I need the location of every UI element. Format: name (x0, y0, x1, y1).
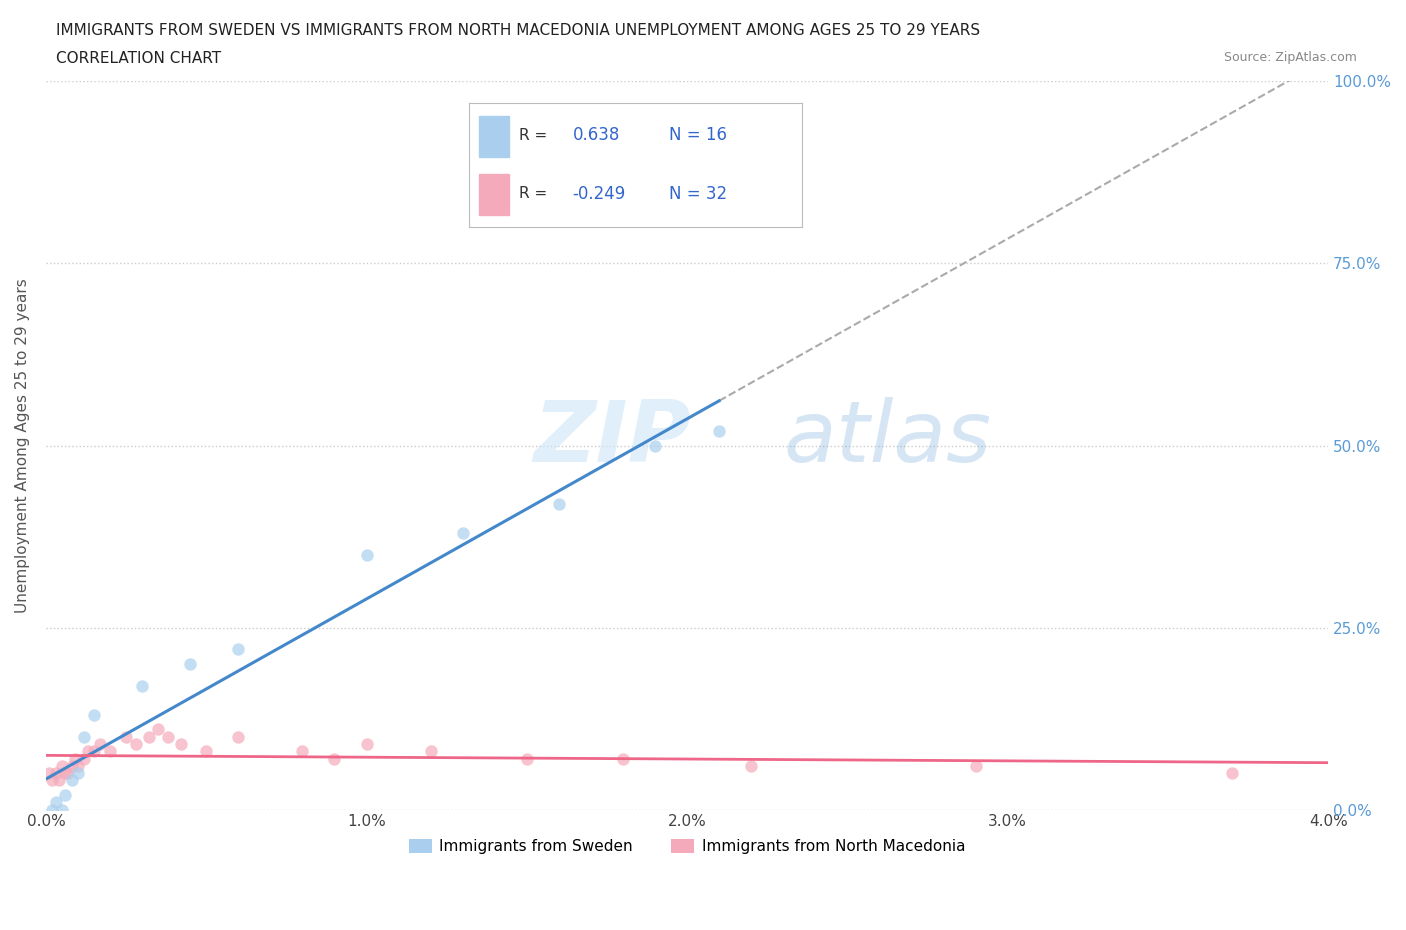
Point (323, 751, 346, 766)
Point (226, 729, 249, 744)
Point (76, 744, 98, 759)
Point (131, 678, 153, 693)
Text: ZIP: ZIP (533, 397, 690, 480)
Point (51, 802, 73, 817)
Point (356, 547, 378, 562)
Point (547, 497, 569, 512)
Point (612, 751, 634, 766)
Text: atlas: atlas (783, 397, 991, 480)
Point (169, 737, 191, 751)
Point (53, 788, 76, 803)
Point (707, 423, 730, 438)
Point (48, 773, 70, 788)
Point (60, 759, 83, 774)
Text: CORRELATION CHART: CORRELATION CHART (56, 51, 221, 66)
Point (146, 722, 169, 737)
Point (195, 744, 218, 759)
Point (41, 773, 63, 788)
Point (516, 751, 538, 766)
Point (965, 759, 987, 774)
Text: Source: ZipAtlas.com: Source: ZipAtlas.com (1223, 51, 1357, 64)
Point (356, 737, 378, 751)
Point (125, 737, 148, 751)
Point (60, 773, 83, 788)
Point (156, 729, 179, 744)
Point (291, 744, 314, 759)
Point (66, 765, 89, 780)
Point (51, 759, 73, 774)
Point (73, 729, 96, 744)
Y-axis label: Unemployment Among Ages 25 to 29 years: Unemployment Among Ages 25 to 29 years (15, 278, 30, 613)
Point (115, 729, 138, 744)
Point (83, 744, 105, 759)
Point (644, 438, 666, 453)
Point (73, 751, 96, 766)
Point (740, 759, 762, 774)
Text: IMMIGRANTS FROM SWEDEN VS IMMIGRANTS FROM NORTH MACEDONIA UNEMPLOYMENT AMONG AGE: IMMIGRANTS FROM SWEDEN VS IMMIGRANTS FRO… (56, 23, 980, 38)
Point (66, 759, 89, 774)
Point (98, 744, 121, 759)
Point (45, 795, 67, 810)
Point (53, 765, 76, 780)
Point (419, 744, 441, 759)
Point (1220, 765, 1243, 780)
Legend: Immigrants from Sweden, Immigrants from North Macedonia: Immigrants from Sweden, Immigrants from … (402, 833, 972, 860)
Point (38, 765, 60, 780)
Point (226, 642, 249, 657)
Point (63, 751, 86, 766)
Point (179, 657, 201, 671)
Point (451, 525, 474, 540)
Point (89, 737, 111, 751)
Point (83, 708, 105, 723)
Point (58, 765, 80, 780)
Point (45, 765, 67, 780)
Point (41, 802, 63, 817)
Point (138, 729, 160, 744)
